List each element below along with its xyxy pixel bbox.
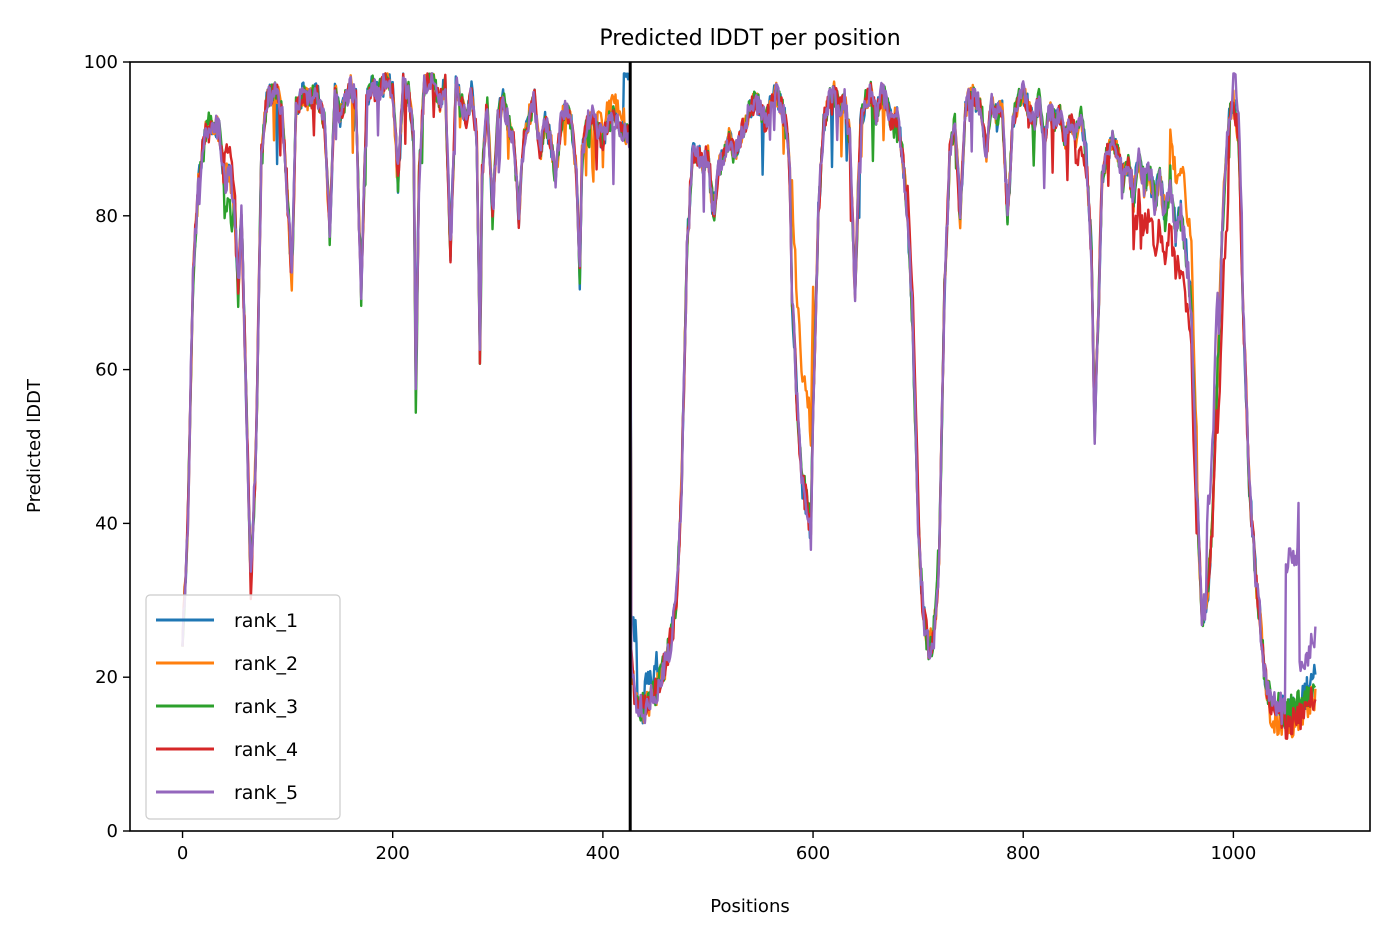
y-tick-label: 20 [95,667,118,688]
x-tick-label: 400 [586,843,620,864]
x-tick-label: 600 [796,843,830,864]
x-tick-label: 1000 [1210,843,1256,864]
x-axis-label: Positions [710,896,789,917]
series-line-rank_5 [181,72,1317,726]
y-tick-label: 0 [107,821,118,842]
legend-label-rank_2: rank_2 [234,653,298,675]
legend-label-rank_5: rank_5 [234,782,298,804]
plot-frame [129,61,1371,832]
chart-title: Predicted lDDT per position [599,26,900,51]
legend-label-rank_3: rank_3 [234,696,298,718]
y-axis-label: Predicted lDDT [24,378,45,513]
x-tick-label: 800 [1006,843,1040,864]
legend-label-rank_4: rank_4 [234,739,298,761]
series-lines [181,72,1317,740]
legend: rank_1 rank_2 rank_3 rank_4 rank_5 [145,594,341,820]
y-tick-label: 100 [84,52,118,73]
y-tick-label: 40 [95,513,118,534]
y-tick-label: 60 [95,360,118,381]
legend-label-rank_1: rank_1 [234,610,298,632]
legend-box [145,594,341,820]
y-tick-label: 80 [95,206,118,227]
x-tick-label: 0 [177,843,188,864]
x-tick-label: 200 [376,843,410,864]
